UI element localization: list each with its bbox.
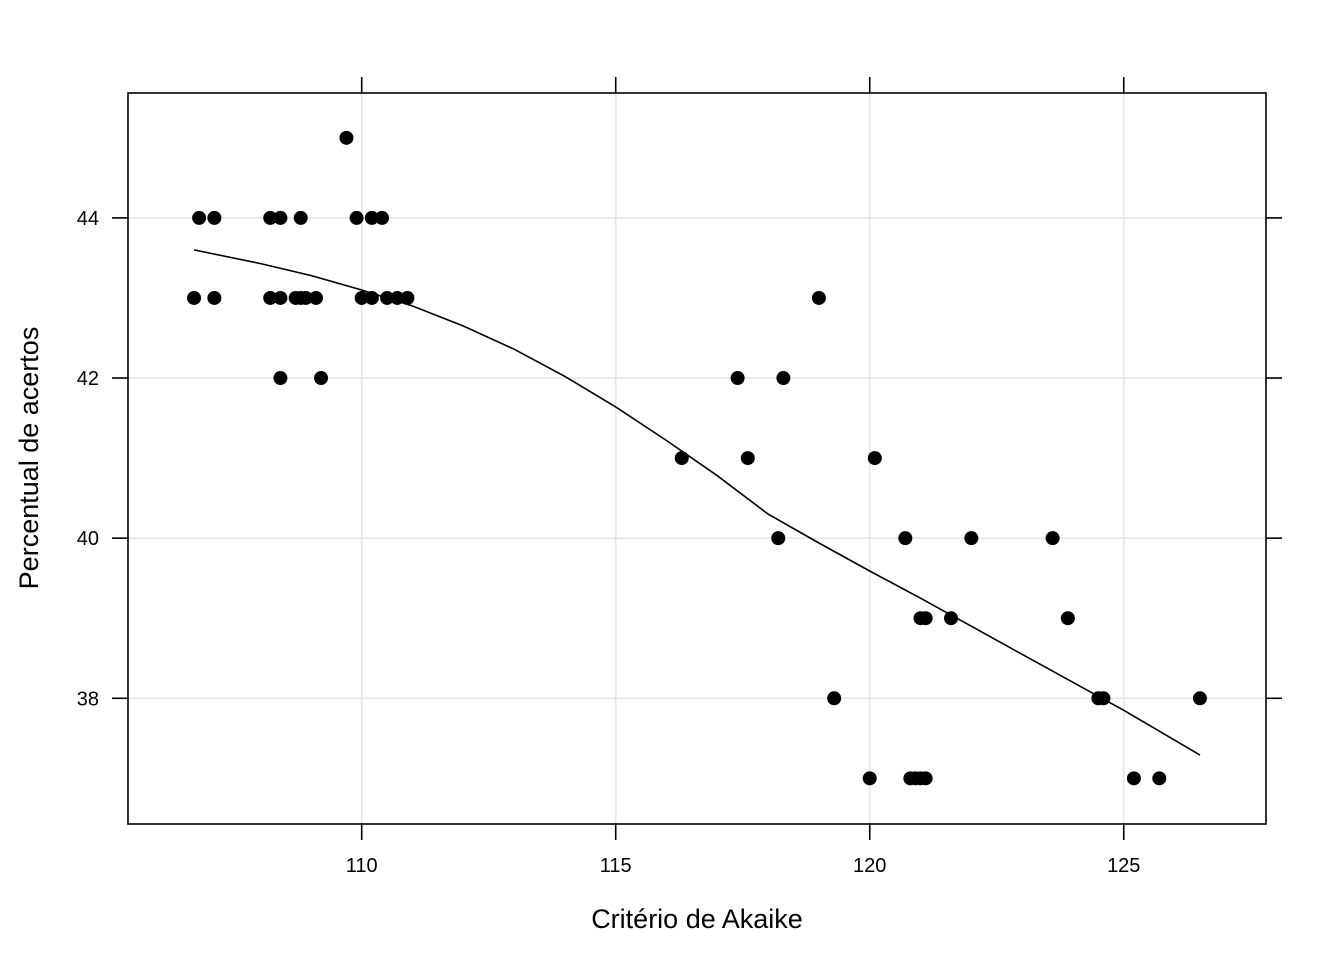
data-point xyxy=(867,451,882,466)
data-point xyxy=(898,531,913,546)
data-points xyxy=(187,130,1207,786)
x-tick-label: 110 xyxy=(346,855,378,877)
data-point xyxy=(740,451,755,466)
smooth-curve xyxy=(193,249,1201,756)
data-point xyxy=(273,371,288,386)
x-tick-labels: 110 115 120 125 xyxy=(346,855,1141,877)
axis-ticks xyxy=(112,77,1282,840)
data-point xyxy=(308,290,323,305)
data-point xyxy=(811,290,826,305)
data-point xyxy=(771,531,786,546)
data-point xyxy=(918,771,933,786)
x-tick-label: 115 xyxy=(600,855,632,877)
data-point xyxy=(964,531,979,546)
data-point xyxy=(1045,531,1060,546)
data-point xyxy=(776,371,791,386)
data-point xyxy=(293,210,308,225)
data-point xyxy=(263,210,278,225)
data-point xyxy=(349,210,364,225)
data-point xyxy=(298,290,313,305)
plot-frame xyxy=(127,92,1267,825)
data-point xyxy=(674,451,689,466)
data-point xyxy=(187,290,202,305)
data-point xyxy=(862,771,877,786)
data-point xyxy=(1060,611,1075,626)
x-tick-label: 125 xyxy=(1107,855,1140,877)
data-point xyxy=(273,290,288,305)
y-tick-label: 44 xyxy=(77,208,99,230)
data-point xyxy=(380,290,395,305)
y-tick-label: 42 xyxy=(77,368,99,390)
x-tick-label: 120 xyxy=(853,855,886,877)
data-point xyxy=(918,611,933,626)
y-tick-labels: 38 40 42 44 xyxy=(77,208,99,710)
data-point xyxy=(400,290,415,305)
data-point xyxy=(207,290,222,305)
data-point xyxy=(390,290,405,305)
data-point xyxy=(314,371,329,386)
data-point xyxy=(354,290,369,305)
data-point xyxy=(944,611,959,626)
data-point xyxy=(263,290,278,305)
data-point xyxy=(364,210,379,225)
data-point xyxy=(339,130,354,145)
data-point xyxy=(375,210,390,225)
data-point xyxy=(827,691,842,706)
data-point xyxy=(1152,771,1167,786)
y-tick-label: 38 xyxy=(77,688,99,710)
data-point xyxy=(273,210,288,225)
data-point xyxy=(207,210,222,225)
data-point xyxy=(364,290,379,305)
data-point xyxy=(192,210,207,225)
data-point xyxy=(1192,691,1207,706)
data-point xyxy=(1096,691,1111,706)
data-point xyxy=(730,371,745,386)
data-point xyxy=(1126,771,1141,786)
x-axis-title: Critério de Akaike xyxy=(591,904,803,934)
y-tick-label: 40 xyxy=(77,528,99,550)
y-axis-title: Percentual de acertos xyxy=(14,327,44,590)
grid-lines xyxy=(128,93,1266,824)
